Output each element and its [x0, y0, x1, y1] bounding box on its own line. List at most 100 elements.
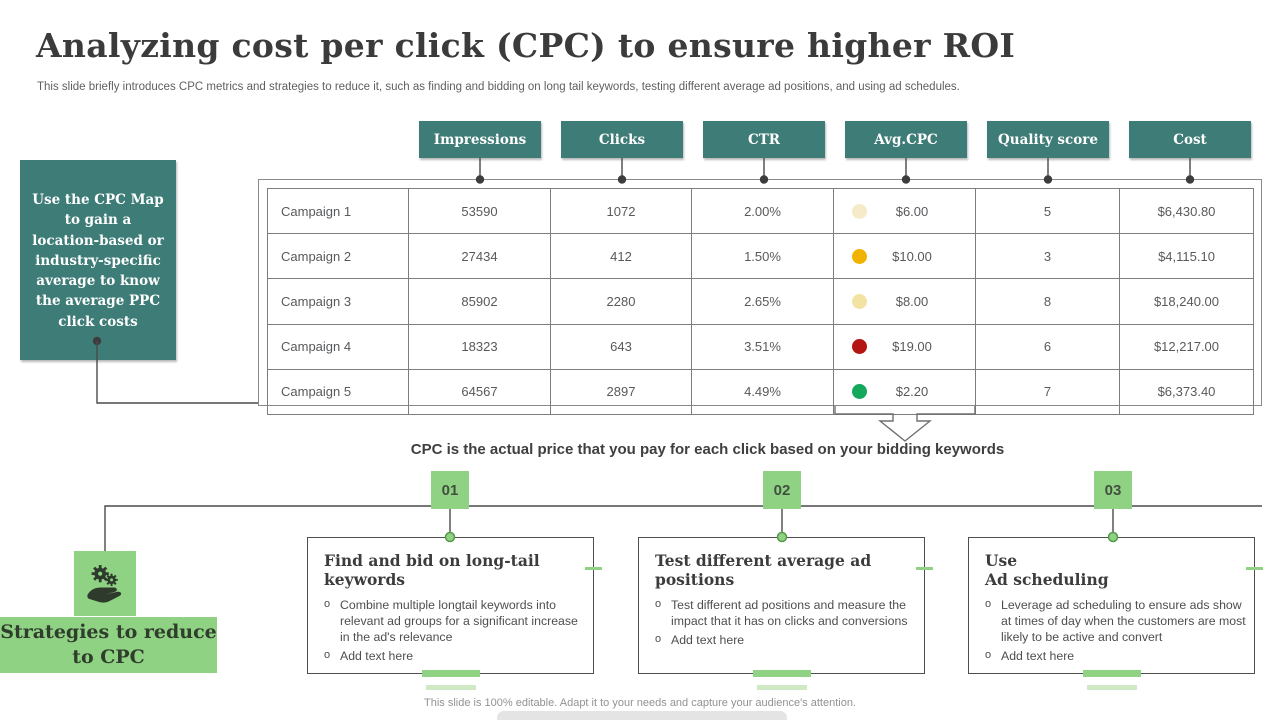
strategy-bullets: Test different ad positions and measure … — [655, 597, 916, 649]
ctr-value: 2.00% — [691, 187, 834, 235]
green-accent-bar — [421, 670, 480, 677]
avg-cpc-cell: $19.00 — [833, 323, 976, 370]
bullet-item: Add text here — [655, 632, 916, 648]
campaign-name: Campaign 1 — [267, 187, 409, 235]
cpc-callout: CPC is the actual price that you pay for… — [410, 441, 1005, 458]
impressions-value: 64567 — [408, 368, 551, 415]
step-connector-stubs — [449, 509, 1114, 534]
bullet-marker — [324, 597, 340, 646]
bullet-marker — [985, 597, 1001, 646]
campaign-name: Campaign 2 — [267, 233, 409, 280]
bullet-text: Add text here — [671, 633, 745, 648]
step-number-1: 01 — [431, 471, 469, 509]
avg-cpc-value: $19.00 — [892, 339, 932, 355]
ctr-value: 2.65% — [691, 278, 834, 325]
green-accent-bar-reflection — [1086, 685, 1137, 690]
cpc-level-dot — [852, 203, 867, 219]
col-header-ctr: CTR — [703, 121, 825, 158]
quality-score-value: 6 — [975, 323, 1120, 370]
table-row: Campaign 3 85902 2280 2.65% $8.00 8 $18,… — [267, 278, 1254, 325]
ctr-value: 1.50% — [691, 233, 834, 280]
green-accent-bar-reflection — [425, 685, 476, 690]
cpc-level-dot — [852, 248, 867, 264]
avg-cpc-cell: $10.00 — [833, 233, 976, 280]
ctr-value: 4.49% — [691, 368, 834, 415]
impressions-value: 18323 — [408, 323, 551, 370]
strategy-box-ad-scheduling: Use Ad scheduling Leverage ad scheduling… — [968, 537, 1263, 690]
impressions-value: 27434 — [408, 233, 551, 280]
clicks-value: 2280 — [550, 278, 692, 325]
green-tick — [916, 567, 933, 570]
strategies-icon-box — [74, 551, 136, 616]
bottom-decorative-pill — [497, 711, 787, 720]
table-row: Campaign 2 27434 412 1.50% $10.00 3 $4,1… — [267, 233, 1254, 280]
strategy-box-ad-positions: Test different average ad positions Test… — [638, 537, 933, 690]
col-header-clicks: Clicks — [561, 121, 683, 158]
bullet-item: Add text here — [324, 648, 585, 664]
bullet-marker — [324, 648, 340, 664]
green-tick — [1246, 567, 1263, 570]
campaign-table: Campaign 1 53590 1072 2.00% $6.00 5 $6,4… — [267, 187, 1254, 415]
step-number-3: 03 — [1094, 471, 1132, 509]
quality-score-value: 3 — [975, 233, 1120, 280]
col-header-cost: Cost — [1129, 121, 1251, 158]
cpc-map-note: Use the CPC Map to gain a location-based… — [20, 160, 176, 360]
quality-score-value: 5 — [975, 187, 1120, 235]
bullet-item: Combine multiple longtail keywords into … — [324, 597, 585, 646]
bullet-item: Leverage ad scheduling to ensure ads sho… — [985, 597, 1246, 646]
campaign-name: Campaign 5 — [267, 368, 409, 415]
gears-hand-icon — [87, 564, 122, 603]
col-header-impressions: Impressions — [419, 121, 541, 158]
avg-cpc-cell: $8.00 — [833, 278, 976, 325]
impressions-value: 53590 — [408, 187, 551, 235]
bullet-text: Add text here — [1001, 649, 1075, 664]
clicks-value: 643 — [550, 323, 692, 370]
bullet-item: Test different ad positions and measure … — [655, 597, 916, 629]
green-accent-bar-reflection — [756, 685, 807, 690]
col-header-avg-cpc: Avg.CPC — [845, 121, 967, 158]
strategy-bullets: Leverage ad scheduling to ensure ads sho… — [985, 597, 1246, 665]
cpc-level-dot — [852, 339, 867, 355]
col-header-quality-score: Quality score — [987, 121, 1109, 158]
bullet-text: Add text here — [340, 649, 414, 664]
ctr-value: 3.51% — [691, 323, 834, 370]
impressions-value: 85902 — [408, 278, 551, 325]
clicks-value: 2897 — [550, 368, 692, 415]
quality-score-value: 8 — [975, 278, 1120, 325]
green-tick — [585, 567, 602, 570]
strategy-box-long-tail-keywords: Find and bid on long-tail keywords Combi… — [307, 537, 602, 690]
strategy-title: Test different average ad positions — [655, 551, 872, 590]
clicks-value: 412 — [550, 233, 692, 280]
bullet-text: Leverage ad scheduling to ensure ads sho… — [1001, 597, 1246, 645]
strategy-title: Use Ad scheduling — [985, 551, 1109, 590]
cost-value: $6,373.40 — [1119, 368, 1254, 415]
table-row: Campaign 1 53590 1072 2.00% $6.00 5 $6,4… — [267, 187, 1254, 235]
clicks-value: 1072 — [550, 187, 692, 235]
quality-score-value: 7 — [975, 368, 1120, 415]
bullet-marker — [985, 648, 1001, 664]
bullet-text: Test different ad positions and measure … — [671, 597, 908, 628]
avg-cpc-cell: $2.20 — [833, 368, 976, 415]
avg-cpc-value: $10.00 — [892, 248, 932, 264]
green-accent-bar — [1082, 670, 1141, 677]
green-accent-bar — [752, 670, 811, 677]
slide-subtitle: This slide briefly introduces CPC metric… — [37, 81, 960, 93]
strategies-label: Strategies to reduce to CPC — [0, 617, 217, 673]
strategy-title: Find and bid on long-tail keywords — [324, 551, 540, 590]
avg-cpc-value: $8.00 — [895, 293, 929, 309]
table-row: Campaign 5 64567 2897 4.49% $2.20 7 $6,3… — [267, 368, 1254, 415]
footer-note: This slide is 100% editable. Adapt it to… — [424, 697, 856, 709]
page-title: Analyzing cost per click (CPC) to ensure… — [36, 26, 1016, 65]
bullet-marker — [655, 632, 671, 648]
table-row: Campaign 4 18323 643 3.51% $19.00 6 $12,… — [267, 323, 1254, 370]
strategy-bullets: Combine multiple longtail keywords into … — [324, 597, 585, 665]
cost-value: $4,115.10 — [1119, 233, 1254, 280]
avg-cpc-value: $2.20 — [895, 384, 929, 400]
cost-value: $18,240.00 — [1119, 278, 1254, 325]
cost-value: $12,217.00 — [1119, 323, 1254, 370]
cpc-level-dot — [852, 384, 867, 400]
bullet-text: Combine multiple longtail keywords into … — [340, 597, 578, 645]
bullet-item: Add text here — [985, 648, 1246, 664]
campaign-name: Campaign 4 — [267, 323, 409, 370]
